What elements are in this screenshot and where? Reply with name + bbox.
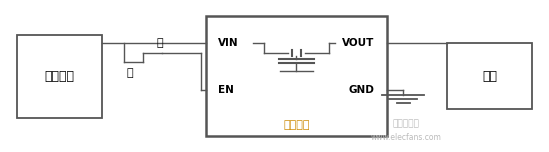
Text: VIN: VIN xyxy=(218,38,239,48)
Text: 电源开关: 电源开关 xyxy=(44,70,75,83)
Bar xyxy=(206,16,386,136)
Bar xyxy=(447,43,532,109)
Text: VOUT: VOUT xyxy=(343,38,375,48)
Text: 电子发烧友: 电子发烧友 xyxy=(393,120,419,129)
Text: GND: GND xyxy=(349,85,375,95)
Text: 开: 开 xyxy=(156,38,163,48)
Text: www.elecfans.com: www.elecfans.com xyxy=(371,133,441,142)
Text: 负载开关: 负载开关 xyxy=(283,120,310,130)
Bar xyxy=(17,35,102,118)
Text: 负载: 负载 xyxy=(482,69,497,83)
Text: EN: EN xyxy=(218,85,234,95)
Text: 关: 关 xyxy=(126,68,133,78)
